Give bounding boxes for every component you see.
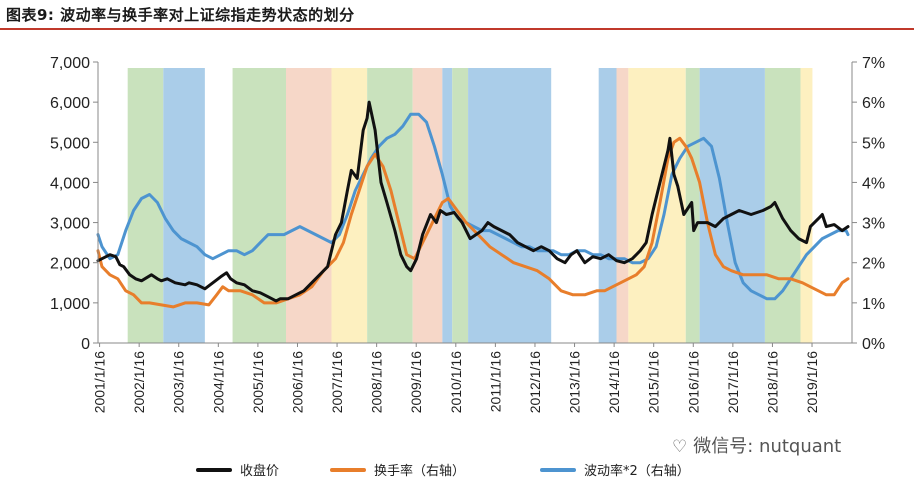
x-tick-label-7: 2008/1/16 (369, 351, 385, 413)
x-tick-label-4: 2005/1/16 (250, 351, 266, 413)
regime-band-3 (286, 68, 332, 343)
regime-band-1 (163, 68, 205, 343)
y-left-tick-label-2: 2,000 (50, 256, 90, 273)
watermark-text: 微信号: nutquant (693, 436, 842, 457)
watermark: ♡ 微信号: nutquant (672, 432, 841, 458)
regime-band-11 (616, 68, 629, 343)
x-tick-label-11: 2012/1/16 (527, 351, 543, 413)
regime-band-16 (800, 68, 813, 343)
regime-band-14 (699, 68, 765, 343)
regime-band-6 (412, 68, 443, 343)
regime-band-5 (367, 68, 413, 343)
x-tick-label-9: 2010/1/16 (448, 351, 464, 413)
legend-item-volatility: 波动率*2（右轴） (540, 460, 690, 479)
y-right-tick-label-7: 7% (862, 55, 885, 72)
x-tick-label-16: 2017/1/16 (725, 351, 741, 413)
y-left-tick-label-4: 4,000 (50, 175, 90, 192)
x-tick-label-10: 2011/1/16 (487, 351, 503, 412)
x-tick-label-15: 2016/1/16 (685, 351, 701, 413)
x-tick-label-5: 2006/1/16 (289, 351, 305, 413)
x-tick-label-13: 2014/1/16 (606, 351, 622, 413)
legend-swatch-volatility (540, 467, 576, 472)
x-tick-label-17: 2018/1/16 (764, 351, 780, 413)
regime-band-10 (598, 68, 617, 343)
legend-swatch-turnover (330, 467, 366, 472)
y-left-tick-label-7: 7,000 (50, 55, 90, 72)
x-tick-label-2: 2003/1/16 (171, 351, 187, 413)
figure-title: 图表9: 波动率与换手率对上证综指走势状态的划分 (6, 6, 355, 24)
legend-item-turnover: 换手率（右轴） (330, 460, 465, 479)
x-tick-label-3: 2004/1/16 (210, 351, 226, 413)
regime-band-9 (468, 68, 552, 343)
y-right-tick-label-4: 4% (862, 175, 885, 192)
y-right-tick-label-6: 6% (862, 95, 885, 112)
legend-swatch-close (196, 467, 232, 472)
y-right-tick-label-5: 5% (862, 135, 885, 152)
x-tick-label-8: 2009/1/16 (408, 351, 424, 413)
legend-label-turnover: 换手率（右轴） (374, 464, 466, 479)
y-left-tick-label-5: 5,000 (50, 135, 90, 152)
series-line-2 (96, 112, 850, 301)
y-right-tick-label-1: 1% (862, 296, 885, 313)
x-tick-label-0: 2001/1/16 (92, 351, 108, 413)
x-tick-label-6: 2007/1/16 (329, 351, 345, 413)
legend-label-volatility: 波动率*2（右轴） (584, 464, 690, 479)
y-left-tick-label-0: 0 (81, 336, 90, 353)
x-tick-label-18: 2019/1/16 (804, 351, 820, 413)
x-tick-label-14: 2015/1/16 (646, 351, 662, 413)
regime-band-2 (232, 68, 287, 343)
legend-item-close: 收盘价 (196, 460, 279, 479)
wechat-icon: ♡ (672, 437, 688, 457)
regime-band-12 (628, 68, 686, 343)
x-tick-label-12: 2013/1/16 (567, 351, 583, 413)
series-line-1 (96, 136, 850, 309)
y-left-tick-label-3: 3,000 (50, 216, 90, 233)
x-tick-label-1: 2002/1/16 (131, 351, 147, 413)
y-left-tick-label-1: 1,000 (50, 296, 90, 313)
title-divider (0, 28, 914, 30)
y-right-tick-label-0: 0% (862, 336, 885, 353)
legend-label-close: 收盘价 (240, 464, 280, 479)
regime-band-7 (442, 68, 453, 343)
y-right-tick-label-3: 3% (862, 216, 885, 233)
series-line-0 (96, 100, 850, 303)
regime-band-8 (452, 68, 469, 343)
y-right-tick-label-2: 2% (862, 256, 885, 273)
y-left-tick-label-6: 6,000 (50, 95, 90, 112)
